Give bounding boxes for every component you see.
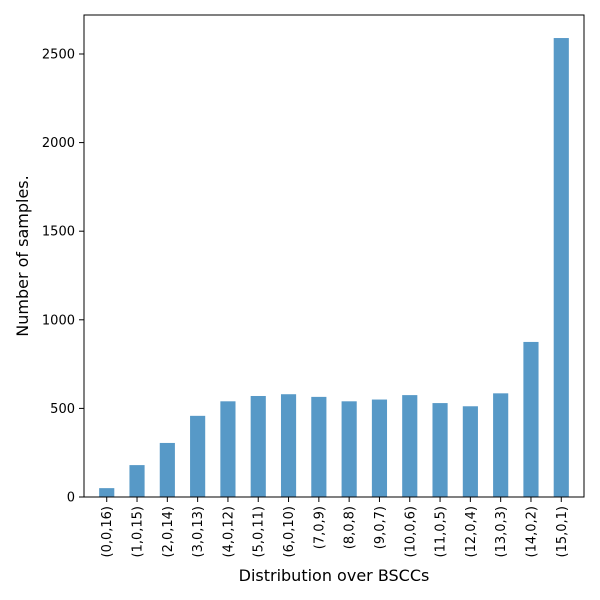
x-tick-label-10: (10,0,6) (403, 506, 418, 558)
x-tick-label-15: (15,0,1) (555, 506, 570, 558)
y-axis-label: Number of samples. (13, 175, 32, 336)
bar-15 (553, 38, 569, 497)
x-tick-label-12: (12,0,4) (464, 506, 479, 558)
bar-9 (371, 399, 388, 497)
bar-8 (341, 401, 357, 497)
bar-7 (311, 396, 327, 497)
x-tick-label-0: (0,0,16) (100, 506, 115, 558)
x-ticks-group: (0,0,16) (1,0,15) (2,0,14) (3,0,13) (4,0,12)… (100, 497, 570, 558)
y-ticks-group: 0 500 1000 1500 2000 2500 (42, 47, 84, 506)
x-tick-label-4: (4,0,12) (221, 506, 236, 558)
bar-10 (402, 395, 418, 497)
bar-6 (280, 394, 297, 497)
bar-13 (493, 393, 509, 497)
bars-group (99, 38, 569, 497)
x-tick-label-14: (14,0,2) (524, 506, 539, 558)
bar-0 (99, 488, 115, 497)
plot-area (84, 15, 584, 497)
bar-3 (190, 415, 206, 497)
x-tick-label-5: (5,0,11) (252, 506, 267, 558)
x-tick-label-11: (11,0,5) (434, 506, 449, 558)
y-tick-label-4: 2000 (42, 136, 75, 151)
x-tick-label-8: (8,0,8) (343, 506, 358, 549)
x-tick-label-3: (3,0,13) (191, 506, 206, 558)
y-tick-label-5: 2500 (42, 47, 75, 62)
y-tick-label-2: 1000 (42, 313, 75, 328)
plot-frame (83, 14, 585, 498)
x-tick-label-2: (2,0,14) (161, 506, 176, 558)
bar-4 (220, 401, 236, 497)
x-tick-label-13: (13,0,3) (494, 506, 509, 558)
bar-1 (129, 465, 145, 497)
y-tick-label-3: 1500 (42, 225, 75, 240)
bar-5 (250, 395, 266, 497)
x-tick-label-9: (9,0,7) (373, 506, 388, 549)
x-tick-label-7: (7,0,9) (312, 506, 327, 549)
bar-2 (159, 442, 175, 497)
x-tick-label-1: (1,0,15) (131, 506, 146, 558)
x-tick-label-6: (6,0,10) (282, 506, 297, 558)
x-axis-label: Distribution over BSCCs (239, 566, 430, 585)
y-tick-label-0: 0 (67, 491, 75, 506)
bar-11 (432, 403, 448, 497)
bar-14 (523, 341, 539, 497)
bar-12 (462, 406, 478, 497)
y-tick-label-1: 500 (50, 402, 75, 417)
